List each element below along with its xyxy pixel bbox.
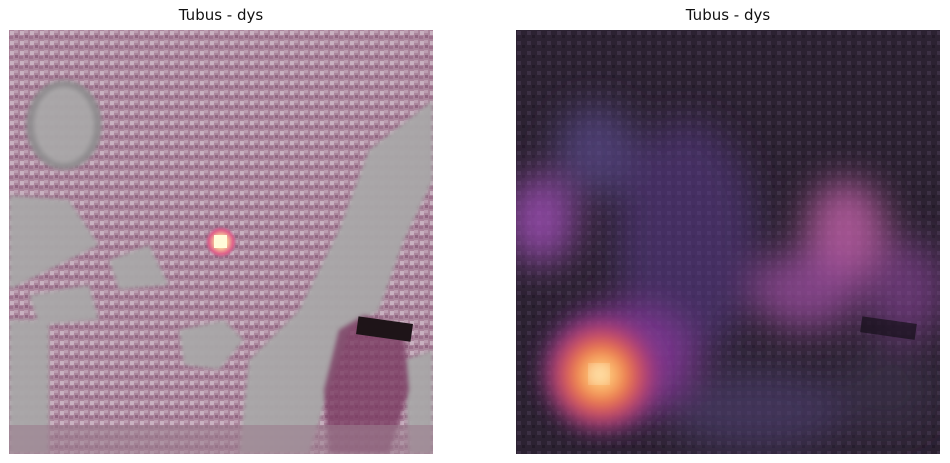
left-heatmap-image: [9, 30, 433, 454]
right-heatmap-image: [516, 30, 940, 454]
right-panel: Tubus - dys: [516, 0, 940, 463]
left-panel: Tubus - dys: [9, 0, 433, 463]
heatmap-glow: [516, 105, 940, 450]
left-panel-title: Tubus - dys: [178, 6, 264, 24]
right-panel-title: Tubus - dys: [685, 6, 771, 24]
dark-fold: [356, 316, 413, 342]
lumen-regions: [9, 80, 433, 454]
